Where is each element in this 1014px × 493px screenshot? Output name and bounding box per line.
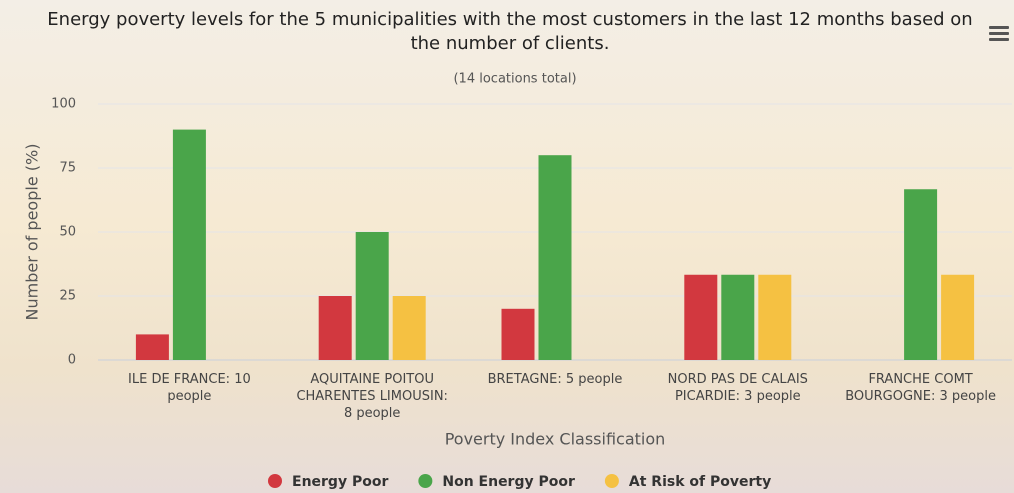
- bar: [758, 274, 792, 360]
- bar: [355, 232, 389, 360]
- y-tick-label: 100: [51, 97, 76, 112]
- bar: [172, 129, 206, 360]
- bar: [501, 308, 535, 360]
- y-axis-title: Number of people (%): [23, 144, 42, 321]
- bar: [904, 189, 938, 360]
- title-box: Energy poverty levels for the 5 municipa…: [47, 9, 973, 54]
- menu-line: [989, 26, 1009, 29]
- bar: [941, 274, 975, 360]
- legend-marker: [418, 474, 433, 488]
- x-tick-label: BRETAGNE: 5 people: [487, 372, 623, 387]
- menu-icon[interactable]: [989, 26, 1009, 41]
- menu-line: [989, 32, 1009, 35]
- legend-label: Energy Poor: [292, 474, 388, 490]
- y-tick-label: 50: [59, 225, 76, 240]
- x-tick-label: FRANCHE COMT BOURGOGNE: 3 people: [845, 372, 996, 404]
- bar: [684, 274, 718, 360]
- chart-subtitle: (14 locations total): [453, 72, 576, 87]
- y-tick-label: 25: [59, 289, 76, 304]
- menu-line: [989, 38, 1009, 41]
- legend-item[interactable]: At Risk of Poverty: [604, 474, 771, 490]
- bar: [135, 334, 169, 360]
- bar: [318, 296, 352, 360]
- x-tick-label: ILE DE FRANCE: 10 people: [128, 372, 251, 404]
- x-tick-label: NORD PAS DE CALAIS PICARDIE: 3 people: [667, 372, 808, 404]
- y-tick-label: 0: [68, 353, 76, 368]
- x-axis-title: Poverty Index Classification: [445, 430, 666, 449]
- bar: [721, 274, 755, 360]
- chart-title: Energy poverty levels for the 5 municipa…: [47, 9, 973, 54]
- bar: [392, 296, 426, 360]
- bar: [538, 155, 572, 360]
- legend-label: At Risk of Poverty: [629, 474, 771, 490]
- legend-item[interactable]: Energy Poor: [268, 474, 388, 490]
- legend-item[interactable]: Non Energy Poor: [418, 474, 575, 490]
- y-tick-label: 75: [59, 161, 76, 176]
- legend-marker: [604, 474, 619, 488]
- legend-label: Non Energy Poor: [442, 474, 575, 490]
- legend-marker: [268, 474, 282, 488]
- x-tick-label: AQUITAINE POITOU CHARENTES LIMOUSIN: 8 p…: [296, 372, 448, 421]
